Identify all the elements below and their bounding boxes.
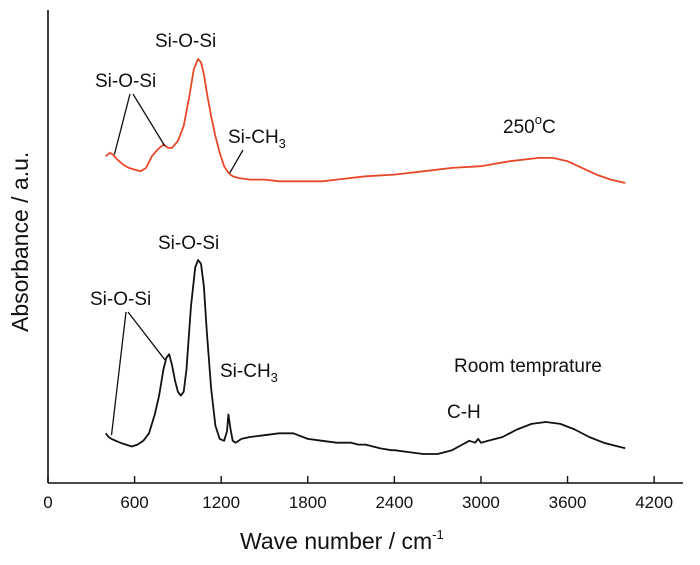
y-axis-title: Absorbance / a.u.: [7, 152, 33, 332]
annotation-top-temperature: 250oC: [503, 112, 556, 138]
annotation-top-sioosi-main: Si-O-Si: [155, 31, 216, 52]
annotation-top-sich3: Si-CH3: [228, 127, 286, 151]
peak-leader-line: [132, 93, 166, 147]
x-axis-title: Wave number / cm-1: [240, 527, 444, 554]
annotation-top-sich3-text: Si-CH: [228, 127, 279, 148]
peak-leader-lines: [110, 93, 244, 436]
x-tick-label: 600: [120, 493, 148, 512]
x-tick-label: 0: [43, 493, 52, 512]
annotation-bottom-sich3-text: Si-CH: [220, 361, 271, 382]
x-tick-label: 1800: [289, 493, 327, 512]
series-line-250c: [105, 58, 626, 184]
series-layer: [104, 58, 626, 455]
x-tick-label: 1200: [202, 493, 240, 512]
x-axis-title-text: Wave number / cm: [240, 528, 432, 554]
x-tick-label: 3600: [549, 493, 587, 512]
peak-leader-line: [127, 311, 166, 361]
x-axis-title-superscript: -1: [432, 527, 444, 542]
annotation-bottom-ch: C-H: [447, 402, 481, 423]
annotation-bottom-sioosi-main: Si-O-Si: [158, 233, 219, 254]
annotation-bottom-sich3-subscript: 3: [271, 370, 278, 385]
series-line-room-temperature: [104, 259, 626, 455]
annotation-bottom-sich3: Si-CH3: [220, 361, 278, 385]
annotation-top-temp-degree: o: [535, 112, 542, 127]
x-ticks: 0 600 1200 1800 2400 3000 3600 4200: [43, 476, 673, 512]
peak-leader-line: [229, 149, 244, 174]
peak-leader-line: [113, 93, 131, 155]
x-tick-label: 2400: [375, 493, 413, 512]
annotation-top-sich3-subscript: 3: [279, 136, 286, 151]
annotation-room-temperature: Room temprature: [454, 356, 602, 377]
x-tick-label: 3000: [462, 493, 500, 512]
annotation-top-temp-unit: C: [542, 117, 556, 138]
plot-frame: [47, 10, 683, 484]
annotation-top-sioosi-side: Si-O-Si: [95, 71, 156, 92]
peak-leader-line: [110, 311, 127, 436]
x-tick-label: 4200: [635, 493, 673, 512]
annotation-top-temp-value: 250: [503, 117, 535, 138]
annotation-bottom-sioosi-side: Si-O-Si: [90, 289, 151, 310]
